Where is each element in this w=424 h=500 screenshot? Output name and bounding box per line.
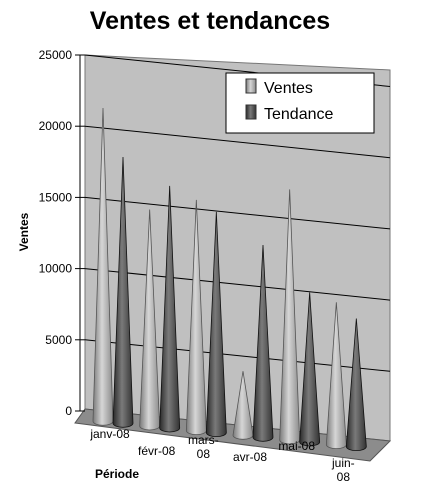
cone-tendance xyxy=(299,292,321,447)
plot-area: 0 5000 10000 15000 20000 25000 janv-08 févr-08 m… xyxy=(39,48,392,484)
cone-tendance xyxy=(112,156,134,428)
cone-tendance xyxy=(205,211,227,438)
x-axis-title: Période xyxy=(95,467,139,481)
x-tick-label: juin-08 xyxy=(331,456,355,484)
y-tick-label: 25000 xyxy=(39,48,73,62)
gridline xyxy=(84,196,391,230)
cone-tendance xyxy=(159,185,181,433)
x-tick-label: janv-08 xyxy=(89,427,130,441)
y-tick-label: 20000 xyxy=(39,119,73,133)
gridline xyxy=(84,125,391,159)
gridline xyxy=(84,268,391,301)
chart-title: Ventes et tendances xyxy=(90,7,330,35)
y-axis-title: Ventes xyxy=(17,212,31,251)
y-tick-label: 5000 xyxy=(45,333,72,347)
legend-label: Ventes xyxy=(264,80,313,97)
x-tick-label: févr-08 xyxy=(138,444,176,458)
x-tick-label: mars-08 xyxy=(188,433,219,461)
x-tick-label: avr-08 xyxy=(233,450,267,464)
y-tick-label: 0 xyxy=(65,404,72,418)
x-tick-label: mai-08 xyxy=(278,439,315,453)
cone-tendance xyxy=(345,318,367,452)
legend-label: Tendance xyxy=(264,106,333,123)
cone-tendance xyxy=(252,245,274,442)
legend-swatch-ventes xyxy=(245,78,257,94)
legend: Ventes Tendance xyxy=(225,72,375,134)
y-tick-label: 10000 xyxy=(39,262,73,276)
y-tick-label: 15000 xyxy=(39,190,73,204)
legend-swatch-tendance xyxy=(245,104,257,120)
